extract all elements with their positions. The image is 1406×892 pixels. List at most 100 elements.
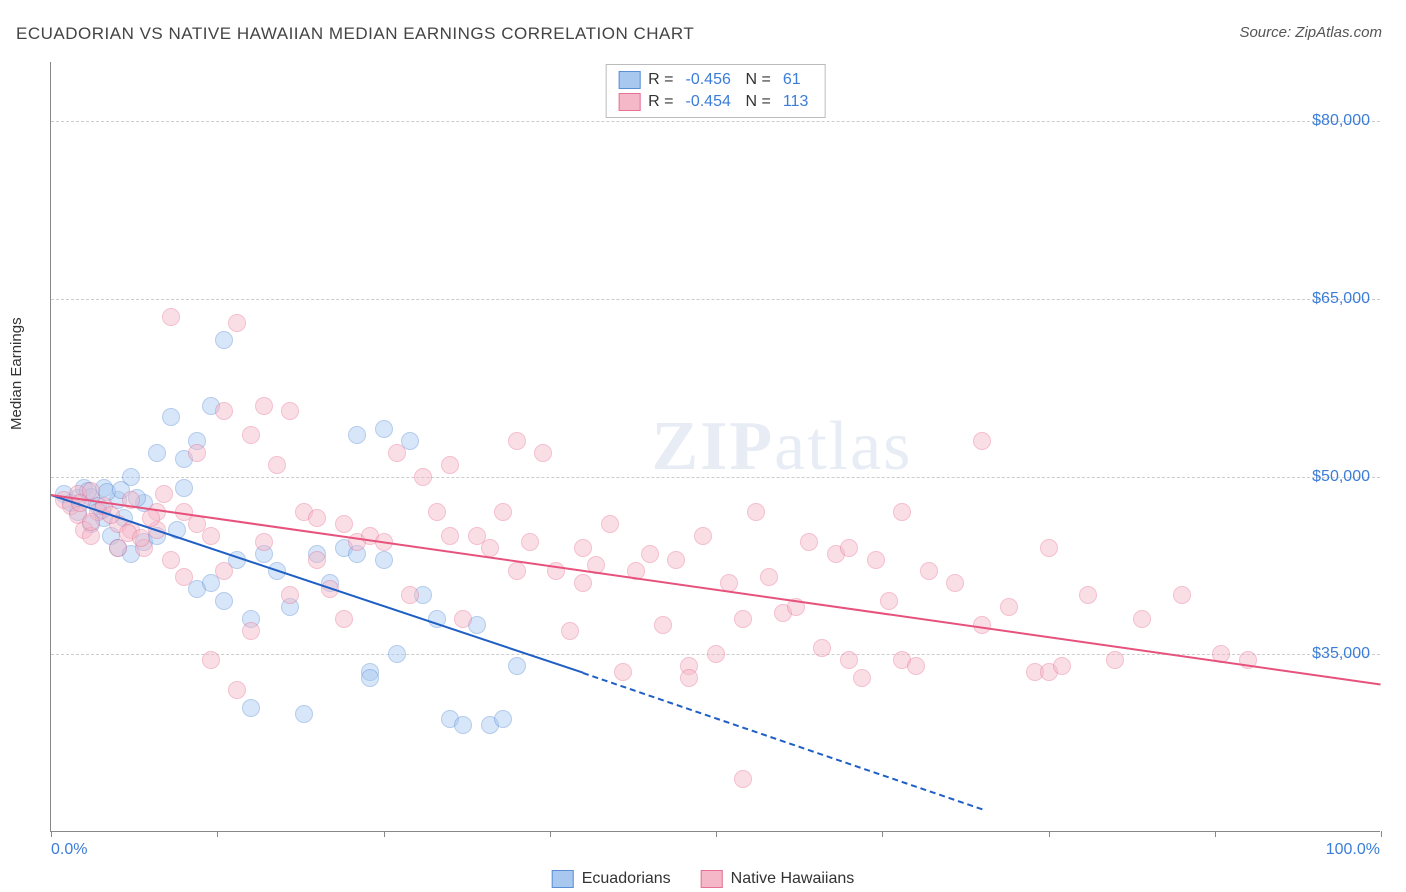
y-tick-label: $50,000 [1312,468,1370,486]
legend-swatch [701,870,723,888]
data-point [441,456,459,474]
data-point [215,562,233,580]
data-point [800,533,818,551]
data-point [840,539,858,557]
legend-n-value: 113 [783,93,813,111]
data-point [654,616,672,634]
legend-n-label: N = [746,93,771,111]
data-point [561,622,579,640]
x-tick [882,831,883,837]
data-point [734,770,752,788]
data-point [202,651,220,669]
plot-area: ZIPatlas R = -0.456 N = 61 R = -0.454 N = 113 $… [50,62,1380,832]
legend-r-value: -0.454 [686,93,738,111]
data-point [1173,586,1191,604]
series-name: Ecuadorians [582,870,671,888]
watermark: ZIPatlas [651,407,912,487]
data-point [361,669,379,687]
data-point [454,716,472,734]
data-point [295,705,313,723]
data-point [641,545,659,563]
data-point [1040,539,1058,557]
x-tick [1381,831,1382,837]
data-point [734,610,752,628]
data-point [454,610,472,628]
series-name: Native Hawaiians [731,870,855,888]
data-point [494,503,512,521]
data-point [414,468,432,486]
gridline [51,299,1380,300]
data-point [840,651,858,669]
data-point [707,645,725,663]
chart-title: ECUADORIAN VS NATIVE HAWAIIAN MEDIAN EAR… [16,24,694,44]
x-tick [550,831,551,837]
legend-r-label: R = [648,93,673,111]
data-point [494,710,512,728]
data-point [348,426,366,444]
legend-r-label: R = [648,71,673,89]
data-point [242,426,260,444]
data-point [175,479,193,497]
x-tick [716,831,717,837]
correlation-legend: R = -0.456 N = 61 R = -0.454 N = 113 [605,64,826,118]
data-point [375,551,393,569]
legend-r-value: -0.456 [686,71,738,89]
legend-n-label: N = [746,71,771,89]
x-tick [51,831,52,837]
data-point [268,456,286,474]
legend-row: R = -0.454 N = 113 [618,91,813,113]
data-point [973,432,991,450]
data-point [694,527,712,545]
x-tick [1215,831,1216,837]
legend-swatch [618,71,640,89]
x-tick [217,831,218,837]
data-point [388,645,406,663]
data-point [188,444,206,462]
data-point [375,420,393,438]
data-point [162,551,180,569]
data-point [162,308,180,326]
data-point [202,527,220,545]
data-point [162,408,180,426]
data-point [1053,657,1071,675]
data-point [1106,651,1124,669]
data-point [946,574,964,592]
data-point [574,539,592,557]
data-point [388,444,406,462]
data-point [880,592,898,610]
data-point [215,402,233,420]
data-point [508,562,526,580]
data-point [255,397,273,415]
data-point [508,657,526,675]
data-point [667,551,685,569]
y-axis-label: Median Earnings [8,317,25,430]
data-point [335,515,353,533]
series-legend: Ecuadorians Native Hawaiians [552,870,855,888]
gridline [51,477,1380,478]
data-point [1079,586,1097,604]
bottom-legend-item: Ecuadorians [552,870,671,888]
data-point [508,432,526,450]
source-label: Source: ZipAtlas.com [1239,24,1382,41]
legend-row: R = -0.456 N = 61 [618,69,813,91]
data-point [82,513,100,531]
data-point [281,402,299,420]
gridline [51,121,1380,122]
data-point [132,529,150,547]
x-tick [1049,831,1050,837]
x-tick [384,831,385,837]
data-point [242,699,260,717]
y-tick-label: $35,000 [1312,645,1370,663]
data-point [401,586,419,604]
data-point [215,331,233,349]
legend-n-value: 61 [783,71,813,89]
data-point [920,562,938,580]
data-point [601,515,619,533]
data-point [281,586,299,604]
legend-swatch [552,870,574,888]
data-point [760,568,778,586]
data-point [680,669,698,687]
data-point [907,657,925,675]
data-point [614,663,632,681]
data-point [242,622,260,640]
